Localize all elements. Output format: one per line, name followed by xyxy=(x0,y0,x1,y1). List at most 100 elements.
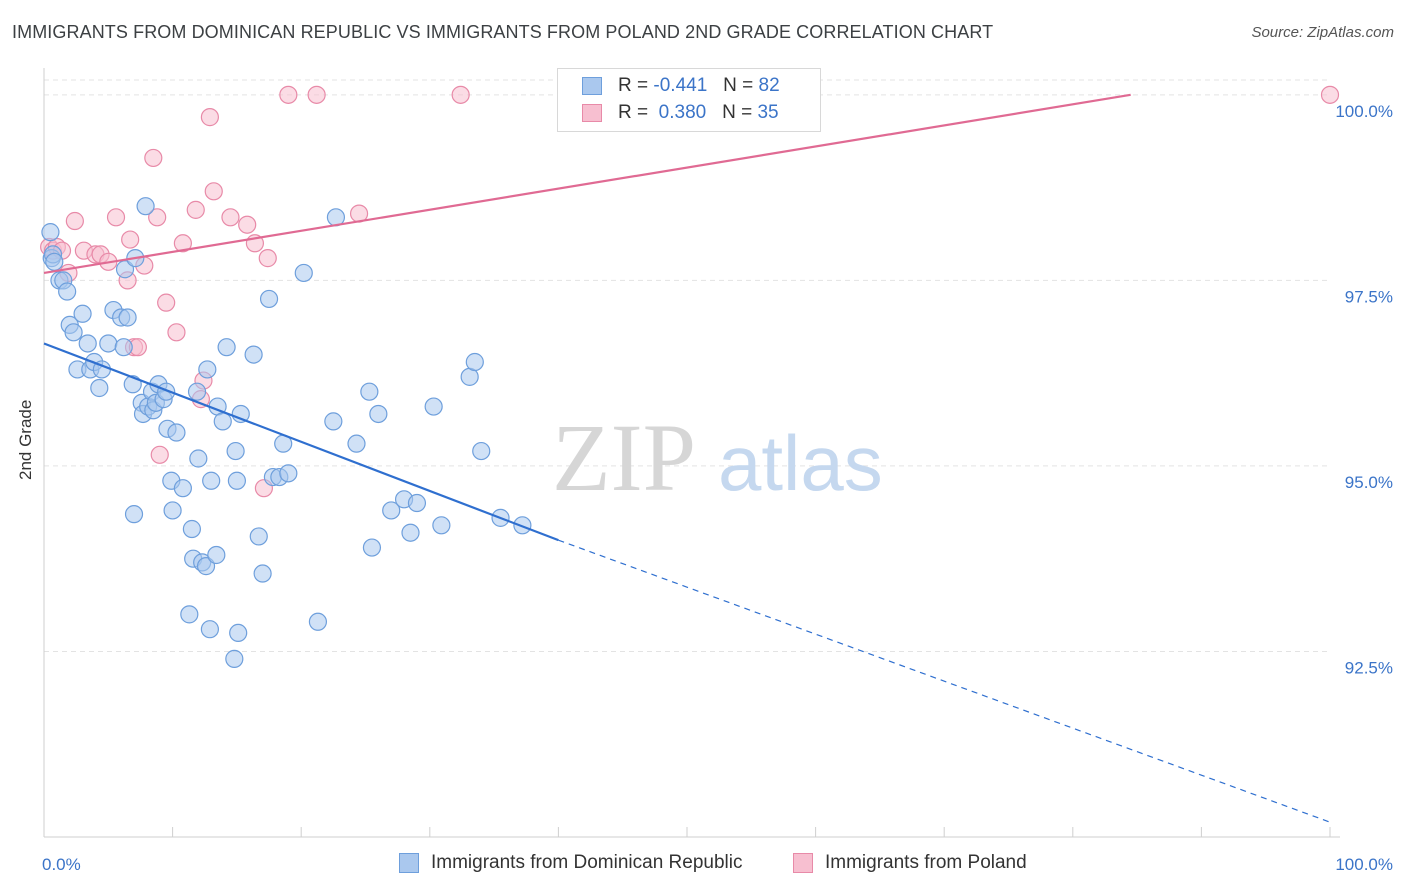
bottom-legend-swatch-blue xyxy=(399,853,419,873)
legend-swatch-blue xyxy=(582,77,602,95)
dominican-point-78 xyxy=(407,493,427,513)
dominican-point-21 xyxy=(114,338,133,357)
series-dominican-points xyxy=(41,197,532,668)
dominican-point-69 xyxy=(324,412,343,431)
stats-legend: R = -0.441 N = 82 R = 0.380 N = 35 xyxy=(557,68,821,132)
poland-point-28 xyxy=(238,215,257,234)
dominican-point-53 xyxy=(217,338,236,357)
dominican-point-27 xyxy=(136,197,155,216)
poland-point-25 xyxy=(200,108,219,127)
dominican-point-37 xyxy=(163,501,182,520)
dominican-point-0 xyxy=(41,223,60,242)
dominican-point-39 xyxy=(173,479,192,498)
legend-n-value-2: 35 xyxy=(757,102,779,123)
dominican-point-55 xyxy=(226,441,245,461)
poland-point-26 xyxy=(204,182,223,201)
y-tick-label-3: 100.0% xyxy=(1335,102,1393,121)
dominican-point-48 xyxy=(202,471,221,490)
trend-line-poland xyxy=(43,93,1131,275)
dominican-point-61 xyxy=(253,564,272,583)
trend-line-dominican xyxy=(43,342,559,542)
dominican-point-24 xyxy=(124,505,144,524)
dominican-point-44 xyxy=(189,449,208,468)
poland-point-20 xyxy=(167,323,186,342)
dominican-point-3 xyxy=(45,252,64,271)
dominican-point-57 xyxy=(229,623,248,643)
poland-point-19 xyxy=(157,293,176,312)
y-tick-label-0: 92.5% xyxy=(1345,658,1393,677)
poland-point-10 xyxy=(106,208,126,227)
poland-point-27 xyxy=(221,208,240,227)
bottom-legend-label-poland: Immigrants from Poland xyxy=(825,852,1027,873)
dominican-point-56 xyxy=(227,471,246,490)
dominican-point-80 xyxy=(432,516,451,535)
dominican-point-75 xyxy=(382,501,401,520)
dominican-point-59 xyxy=(244,345,263,364)
x-tick-label-1: 100.0% xyxy=(1335,855,1393,874)
dominican-point-83 xyxy=(472,441,491,461)
dominican-point-66 xyxy=(279,464,298,483)
dominican-point-6 xyxy=(58,282,77,301)
poland-point-22 xyxy=(186,200,205,219)
dominican-point-11 xyxy=(78,334,97,353)
gridlines xyxy=(44,79,1330,652)
dominican-point-79 xyxy=(424,397,443,416)
dominican-point-49 xyxy=(200,620,219,639)
dominican-point-52 xyxy=(213,412,232,431)
dominican-point-54 xyxy=(225,649,244,668)
tick-labels: 92.5% 95.0% 97.5% 100.0% 0.0% 100.0% xyxy=(42,102,1393,874)
dominican-point-47 xyxy=(198,360,217,379)
watermark: ZIP atlas xyxy=(552,404,883,511)
dominican-point-43 xyxy=(187,382,207,401)
dominican-point-74 xyxy=(369,404,388,424)
y-tick-label-1: 95.0% xyxy=(1345,473,1393,492)
dominican-point-68 xyxy=(308,612,328,631)
dominican-point-8 xyxy=(64,323,83,342)
dominican-point-46 xyxy=(196,557,216,576)
watermark-zip: ZIP xyxy=(552,404,696,511)
legend-n-label-2: N = xyxy=(722,102,753,123)
legend-r-value-2: 0.380 xyxy=(658,102,707,123)
legend-r-label-2: R = xyxy=(618,102,649,123)
trend-lines xyxy=(43,93,1331,823)
dominican-point-60 xyxy=(249,527,268,546)
y-tick-label-2: 97.5% xyxy=(1345,287,1393,306)
poland-point-5 xyxy=(65,211,84,231)
poland-point-16 xyxy=(144,148,163,168)
dominican-point-77 xyxy=(401,523,420,542)
poland-point-31 xyxy=(258,249,277,268)
dominican-point-16 xyxy=(99,334,118,353)
bottom-legend-label-dominican: Immigrants from Dominican Republic xyxy=(431,852,743,873)
x-tick-label-0: 0.0% xyxy=(42,855,81,874)
dominican-point-67 xyxy=(294,263,313,283)
legend-swatch-pink xyxy=(582,104,602,122)
poland-point-36 xyxy=(1320,85,1340,104)
poland-point-32 xyxy=(279,85,298,104)
poland-point-17 xyxy=(148,208,167,227)
dominican-point-38 xyxy=(167,423,186,442)
dominican-point-14 xyxy=(90,378,109,398)
dominican-point-10 xyxy=(73,304,92,323)
chart-title: IMMIGRANTS FROM DOMINICAN REPUBLIC VS IM… xyxy=(12,22,994,42)
source-credit: Source: ZipAtlas.com xyxy=(1251,24,1394,41)
dominican-point-62 xyxy=(259,289,279,309)
dominican-point-82 xyxy=(465,352,484,372)
dominican-point-71 xyxy=(347,434,366,453)
poland-point-18 xyxy=(150,445,169,464)
legend-r-value-1: -0.441 xyxy=(653,75,708,96)
watermark-atlas: atlas xyxy=(718,419,883,507)
legend-n-value-1: 82 xyxy=(758,75,780,96)
poland-point-33 xyxy=(307,85,326,104)
dominican-point-41 xyxy=(182,519,201,539)
legend-r-label-1: R = xyxy=(618,75,649,96)
dominican-point-50 xyxy=(207,545,226,565)
dominican-point-20 xyxy=(118,308,137,327)
axes xyxy=(43,68,1340,838)
trend-line-dominican-extension xyxy=(558,539,1331,823)
dominican-point-73 xyxy=(362,538,382,557)
poland-point-35 xyxy=(451,85,470,104)
y-axis-label: 2nd Grade xyxy=(16,399,35,480)
poland-point-21 xyxy=(173,234,192,253)
dominican-point-72 xyxy=(360,382,379,401)
